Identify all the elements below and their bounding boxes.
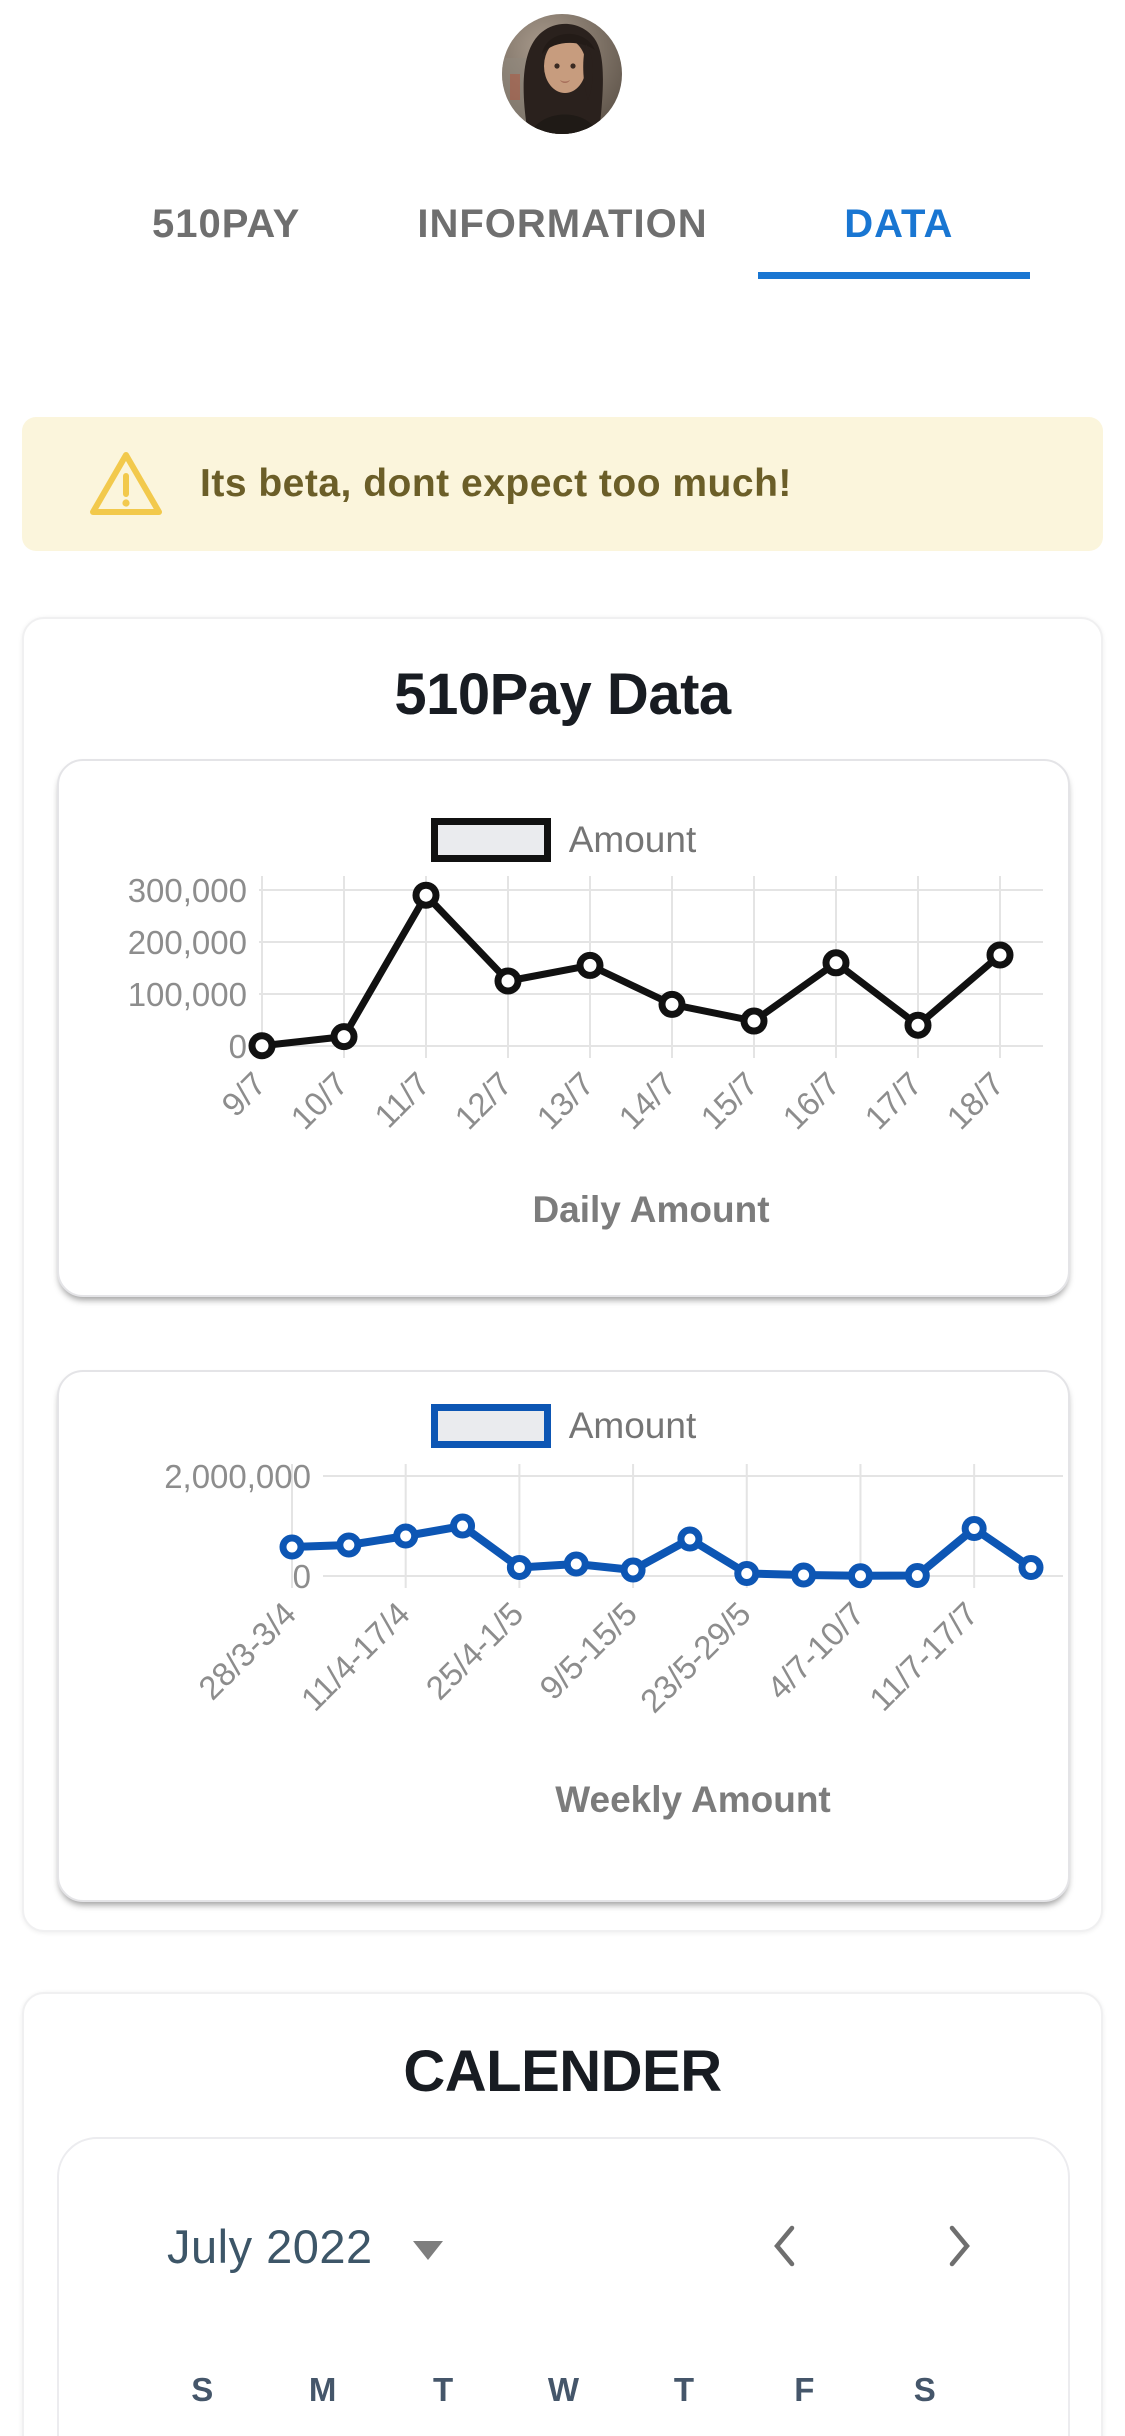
weekday-label-thu: T	[673, 2371, 694, 2408]
tab-510pay[interactable]: 510PAY	[151, 202, 301, 246]
svg-text:11/4-17/4: 11/4-17/4	[294, 1595, 417, 1718]
data-section-card: 510Pay Data Amount 0 100,000 200,000 300,00…	[22, 617, 1103, 1932]
daily-chart-legend: Amount	[59, 816, 1068, 864]
svg-text:17/7: 17/7	[857, 1065, 929, 1137]
svg-text:0: 0	[229, 1028, 247, 1065]
svg-text:18/7: 18/7	[939, 1065, 1011, 1137]
tab-data[interactable]: DATA	[844, 202, 954, 246]
svg-text:200,000: 200,000	[128, 924, 247, 961]
profile-photo-image	[502, 14, 622, 134]
weekday-header-row: S M T W T F S	[59, 2371, 1068, 2409]
caret-down-icon	[412, 2240, 443, 2260]
svg-text:11/7: 11/7	[367, 1065, 437, 1135]
svg-text:13/7: 13/7	[529, 1065, 601, 1137]
weekday-label-wed: W	[547, 2371, 580, 2408]
calendar-card-title: CALENDER	[403, 2039, 722, 2104]
svg-text:Weekly Amount: Weekly Amount	[555, 1779, 831, 1820]
svg-text:12/7: 12/7	[447, 1065, 519, 1137]
svg-text:10/7: 10/7	[283, 1065, 355, 1137]
calendar-section-card: CALENDER July 2022	[22, 1992, 1103, 2436]
active-tab-indicator	[758, 272, 1030, 279]
tab-bar: 510PAY INFORMATION DATA	[0, 192, 1125, 257]
legend-label: Amount	[568, 1405, 697, 1446]
weekday-label-tue: T	[432, 2371, 454, 2408]
weekly-amount-chart-card: Amount 0 2,000,000 28/3-3/4 11/4-17/4 25/4-1…	[57, 1370, 1070, 1902]
svg-text:2,000,000: 2,000,000	[164, 1458, 311, 1495]
chevron-right-icon	[949, 2225, 970, 2267]
weekday-label-sun: S	[191, 2371, 214, 2408]
profile-avatar[interactable]	[502, 14, 622, 134]
weekly-amount-line-chart: 0 2,000,000 28/3-3/411/4-17/4 25/4-1/5 9/5-1…	[164, 1458, 1063, 1820]
svg-text:16/7: 16/7	[775, 1065, 847, 1137]
daily-amount-chart-card: Amount 0 100,000 200,000 300,000 9/7 10/7 11/7…	[57, 759, 1070, 1297]
svg-text:Daily Amount: Daily Amount	[532, 1189, 769, 1230]
svg-text:14/7: 14/7	[611, 1065, 683, 1137]
daily-amount-line-chart: 0 100,000 200,000 300,000 9/7 10/7 11/7 12/7 13/…	[128, 872, 1043, 1230]
svg-text:23/5-29/5: 23/5-29/5	[633, 1595, 758, 1720]
calendar-header: July 2022	[59, 2217, 1068, 2275]
svg-text:15/7: 15/7	[693, 1065, 765, 1137]
legend-swatch	[430, 818, 551, 862]
weekly-chart-legend: Amount	[59, 1402, 1068, 1450]
svg-text:25/4-1/5: 25/4-1/5	[419, 1595, 531, 1707]
svg-text:0: 0	[293, 1558, 311, 1595]
prev-month-button[interactable]	[764, 2217, 804, 2275]
svg-text:9/5-15/5: 9/5-15/5	[532, 1595, 644, 1707]
svg-text:9/7: 9/7	[214, 1065, 273, 1124]
svg-text:100,000: 100,000	[128, 976, 247, 1013]
chevron-left-icon	[774, 2225, 795, 2267]
month-select-button[interactable]: July 2022	[167, 2219, 443, 2274]
beta-warning-text: Its beta, dont expect too much!	[200, 462, 792, 505]
beta-warning-banner: Its beta, dont expect too much!	[22, 417, 1103, 551]
next-month-button[interactable]	[940, 2217, 980, 2275]
svg-text:4/7-10/7: 4/7-10/7	[760, 1595, 872, 1707]
svg-text:300,000: 300,000	[128, 872, 247, 909]
month-label: July 2022	[167, 2219, 373, 2273]
weekday-label-mon: M	[308, 2371, 337, 2408]
legend-label: Amount	[568, 819, 697, 860]
tab-information[interactable]: INFORMATION	[417, 202, 708, 246]
svg-text:28/3-3/4: 28/3-3/4	[191, 1595, 303, 1707]
warning-triangle-icon	[88, 449, 164, 519]
weekday-label-fri: F	[794, 2371, 815, 2408]
svg-text:11/7-17/7: 11/7-17/7	[862, 1595, 985, 1718]
legend-swatch	[430, 1404, 551, 1448]
calendar-nav	[764, 2217, 980, 2275]
calendar-widget: July 2022 S M T W	[57, 2137, 1070, 2436]
weekday-label-sat: S	[913, 2371, 936, 2408]
data-card-title: 510Pay Data	[394, 662, 731, 727]
